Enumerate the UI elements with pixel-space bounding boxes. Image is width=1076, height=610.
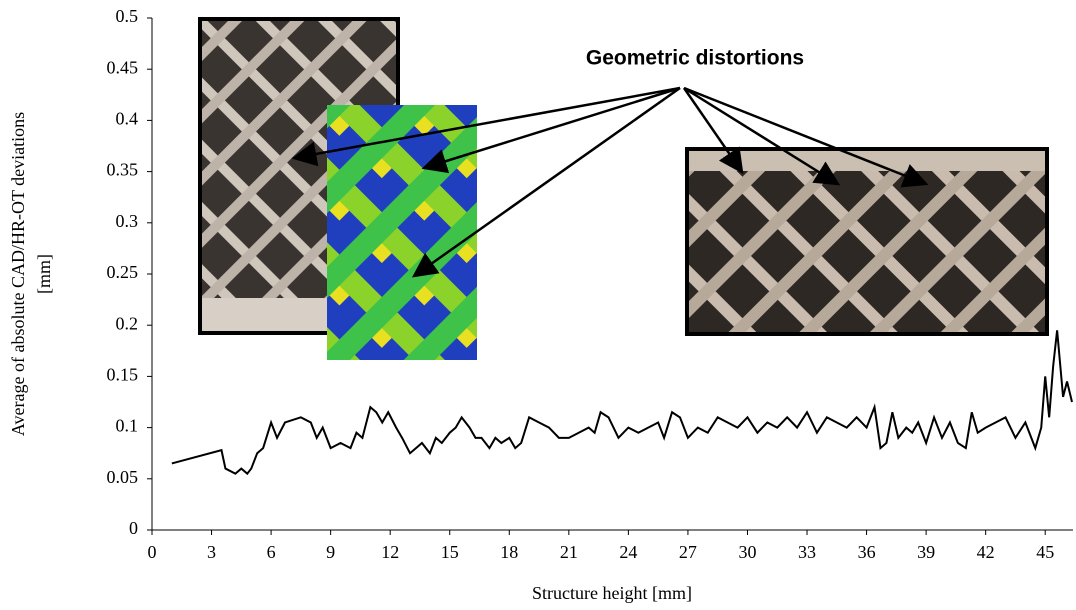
- x-tick-label: 12: [381, 542, 399, 562]
- y-tick-label: 0.45: [107, 57, 139, 77]
- y-tick-label: 0.15: [107, 365, 139, 385]
- x-tick-label: 42: [977, 542, 995, 562]
- annotation: Geometric distortions: [586, 47, 804, 70]
- arrow: [291, 86, 681, 167]
- y-tick-label: 0.35: [107, 160, 139, 180]
- deviation-map: [327, 105, 477, 360]
- x-tick-label: 6: [267, 542, 276, 562]
- arrows: [291, 86, 929, 278]
- y-tick-label: 0.3: [116, 211, 139, 231]
- y-tick-label: 0: [129, 518, 138, 538]
- x-axis-label: Structure height [mm]: [532, 583, 692, 603]
- x-tick-label: 0: [148, 542, 157, 562]
- x-tick-label: 3: [207, 542, 216, 562]
- y-tick-label: 0.5: [116, 6, 139, 26]
- y-tick-label: 0.25: [107, 262, 139, 282]
- arrow: [683, 86, 841, 186]
- y-tick-label: 0.1: [116, 416, 139, 436]
- data-line: [171, 330, 1073, 476]
- x-tick-label: 39: [917, 542, 935, 562]
- arrow: [411, 86, 681, 278]
- x-tick-label: 45: [1036, 542, 1054, 562]
- y-tick-label: 0.4: [116, 109, 139, 129]
- x-tick-label: 27: [679, 542, 697, 562]
- y-axis-label: Average of absolute CAD/HR-OT deviations: [8, 112, 28, 436]
- x-tick-label: 30: [738, 542, 756, 562]
- photo-right: [685, 147, 1049, 336]
- arrow: [682, 87, 744, 175]
- x-tick-label: 36: [858, 542, 876, 562]
- x-tick-label: 33: [798, 542, 816, 562]
- inset-photos: [198, 17, 1049, 360]
- arrow: [421, 86, 681, 174]
- x-tick-label: 21: [560, 542, 578, 562]
- x-tick-label: 15: [441, 542, 459, 562]
- x-tick-label: 18: [500, 542, 518, 562]
- x-tick-label: 9: [326, 542, 335, 562]
- arrow: [683, 86, 929, 188]
- y-tick-label: 0.2: [116, 313, 139, 333]
- y-axis-label: [mm]: [34, 254, 54, 294]
- x-tick-label: 24: [619, 542, 637, 562]
- y-tick-label: 0.05: [107, 467, 139, 487]
